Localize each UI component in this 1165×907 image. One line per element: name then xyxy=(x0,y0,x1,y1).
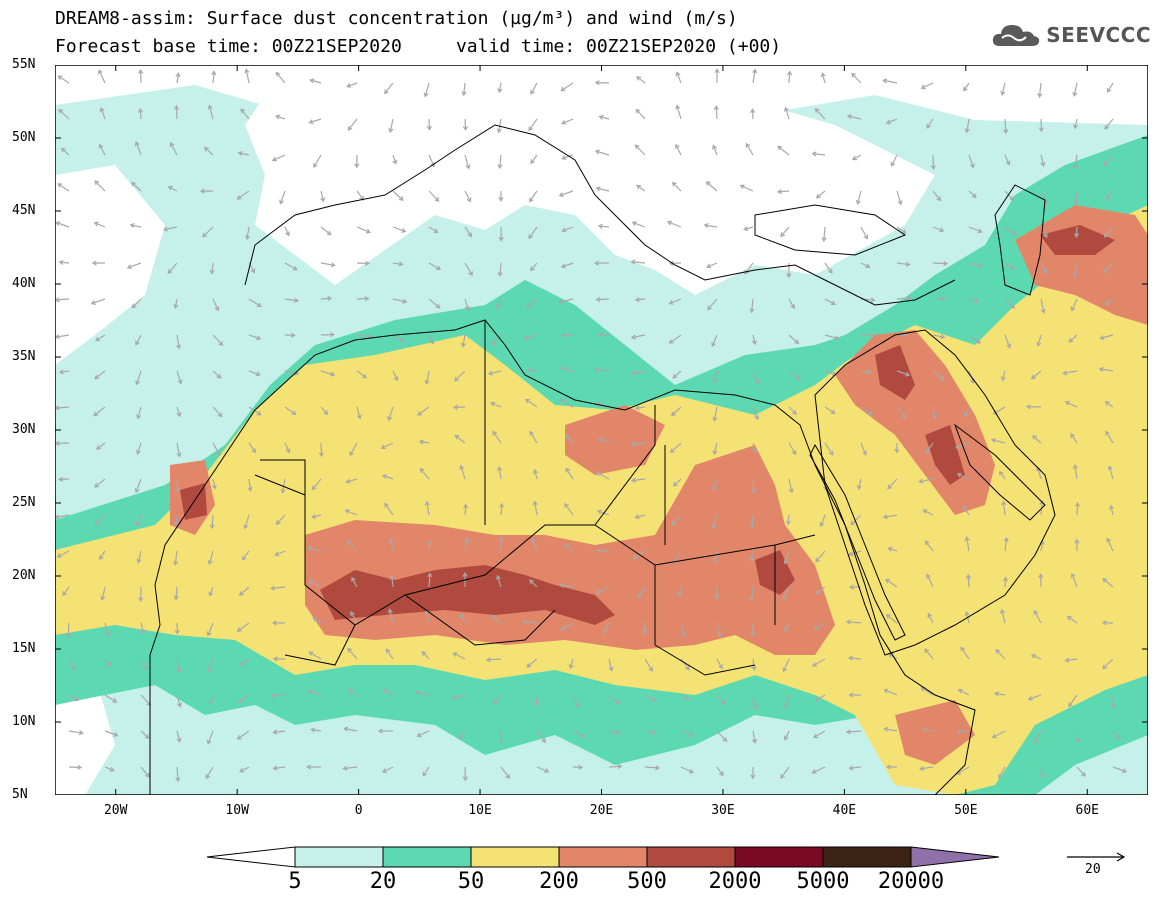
lat-label-25n: 25N xyxy=(12,495,36,510)
coastlines xyxy=(149,124,1056,796)
coastline-red-sea xyxy=(809,443,906,641)
legend-label-20000: 20000 xyxy=(877,869,945,894)
coastline-persian-gulf xyxy=(953,423,1046,521)
coastline-caspian xyxy=(994,184,1046,296)
legend-swatch-200 xyxy=(558,846,648,868)
lon-label-0: 0 xyxy=(354,803,363,818)
legend-label-500: 500 xyxy=(627,869,667,894)
wind-vectors xyxy=(54,68,1128,783)
map-plot xyxy=(54,64,1149,796)
dust-region-500-2000-iraq xyxy=(925,425,965,485)
lon-label-40e: 40E xyxy=(832,803,857,818)
legend-label-20: 20 xyxy=(369,869,397,894)
legend-swatch-50 xyxy=(470,846,560,868)
lon-label-60e: 60E xyxy=(1075,803,1100,818)
lat-label-10n: 10N xyxy=(12,714,36,729)
legend-label-5000: 5000 xyxy=(796,869,850,894)
dust-region-500-2000-arabia xyxy=(875,345,915,400)
legend-label-200: 200 xyxy=(539,869,579,894)
dust-region-200-500-libya xyxy=(565,405,665,475)
lon-label-20w: 20W xyxy=(103,803,128,818)
map-subtitle: Forecast base time: 00Z21SEP2020 valid t… xyxy=(55,36,782,57)
lon-label-50e: 50E xyxy=(954,803,978,818)
cloud-icon xyxy=(993,25,1040,46)
color-legend-bar xyxy=(206,846,1000,868)
lat-label-15n: 15N xyxy=(12,641,36,656)
legend-swatch-5 xyxy=(294,846,384,868)
legend-swatch-500 xyxy=(646,846,736,868)
lat-label-35n: 35N xyxy=(12,349,36,364)
lat-label-30n: 30N xyxy=(12,422,36,437)
legend-swatch-20 xyxy=(382,846,472,868)
lon-label-20e: 20E xyxy=(589,803,614,818)
dust-map xyxy=(54,64,1149,796)
lat-label-40n: 40N xyxy=(12,276,36,291)
dust-region-200-500-horn xyxy=(895,700,975,765)
lon-label-30e: 30E xyxy=(711,803,735,818)
legend-label-2000: 2000 xyxy=(708,869,762,894)
wind-reference-label: 20 xyxy=(1085,862,1101,877)
coastline-black-sea xyxy=(754,204,907,256)
legend-label-5: 5 xyxy=(288,869,302,894)
lon-label-10w: 10W xyxy=(225,803,249,818)
lat-label-5n: 5N xyxy=(12,787,28,802)
coastline-africa xyxy=(149,319,976,796)
legend-swatch-2000 xyxy=(734,846,824,868)
seevccc-logo: SEEVCCC xyxy=(992,22,1151,48)
dust-region-500-2000-sahel xyxy=(320,565,615,625)
clean-region-atlantic xyxy=(55,165,165,365)
coastline-arabia xyxy=(814,329,1056,656)
legend-swatch-5000 xyxy=(822,846,912,868)
legend-label-50: 50 xyxy=(457,869,485,894)
lat-label-50n: 50N xyxy=(12,130,36,145)
lat-label-20n: 20N xyxy=(12,568,36,583)
lat-label-55n: 55N xyxy=(12,57,36,72)
lat-label-45n: 45N xyxy=(12,203,36,218)
legend-swatch-below-min xyxy=(206,846,296,868)
map-title: DREAM8-assim: Surface dust concentration… xyxy=(55,8,738,29)
lon-label-10e: 10E xyxy=(468,803,492,818)
legend-swatch-above-max xyxy=(910,846,1000,868)
logo-text: SEEVCCC xyxy=(1046,23,1151,47)
dust-region-500-2000-caspian xyxy=(1040,225,1115,255)
coastline-europe xyxy=(244,124,956,306)
country-borders-sahara xyxy=(254,320,816,676)
wind-reference-arrow-icon xyxy=(1067,852,1126,862)
